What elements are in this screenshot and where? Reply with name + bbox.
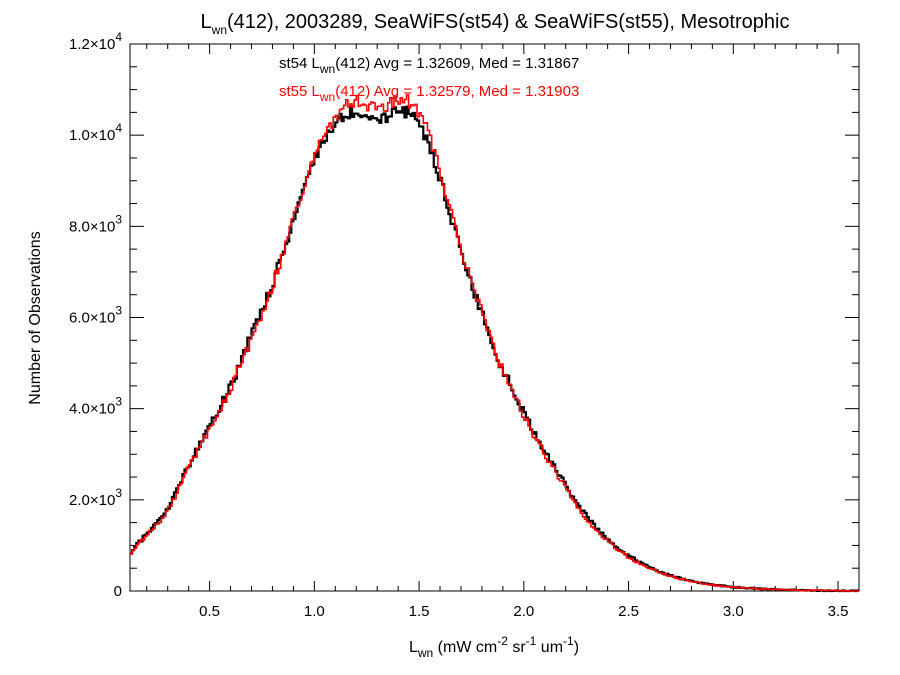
plot-frame (129, 43, 860, 592)
annotation-st54: st54 Lwn(412) Avg = 1.32609, Med = 1.318… (279, 55, 579, 76)
y-tick-label: 0 (114, 583, 122, 600)
y-tick-label: 1.2×104 (69, 30, 122, 53)
y-tick-label: 8.0×103 (69, 212, 122, 235)
series-layer (130, 94, 859, 593)
x-tick-label: 3.0 (723, 603, 744, 620)
y-tick-label: 2.0×103 (69, 486, 122, 509)
y-tick-label: 4.0×103 (69, 395, 122, 418)
x-tick-label: 2.0 (513, 603, 534, 620)
x-tick-label: 1.0 (304, 603, 325, 620)
y-axis: 0 2.0×103 4.0×103 6.0×103 8.0×103 1.0×104 1.2×… (69, 30, 859, 600)
y-tick-label: 1.0×104 (69, 121, 122, 144)
y-axis-title: Number of Observations (27, 231, 44, 404)
x-tick-label: 1.5 (409, 603, 430, 620)
annotation-st55: st55 Lwn(412) Avg = 1.32579, Med = 1.319… (279, 83, 579, 104)
series-line-st55 (130, 94, 859, 592)
x-tick-label: 0.5 (199, 603, 220, 620)
x-tick-label: 3.5 (828, 603, 849, 620)
y-tick-label: 6.0×103 (69, 304, 122, 327)
x-axis: 0.5 1.0 1.5 2.0 2.5 3.0 3.5 (146, 44, 849, 620)
x-tick-label: 2.5 (618, 603, 639, 620)
title-subscript: wn (211, 23, 227, 37)
x-axis-title: Lwn (mW cm-2 sr-1 um-1) (409, 634, 579, 660)
chart-title: Lwn(412), 2003289, SeaWiFS(st54) & SeaWi… (201, 11, 790, 37)
